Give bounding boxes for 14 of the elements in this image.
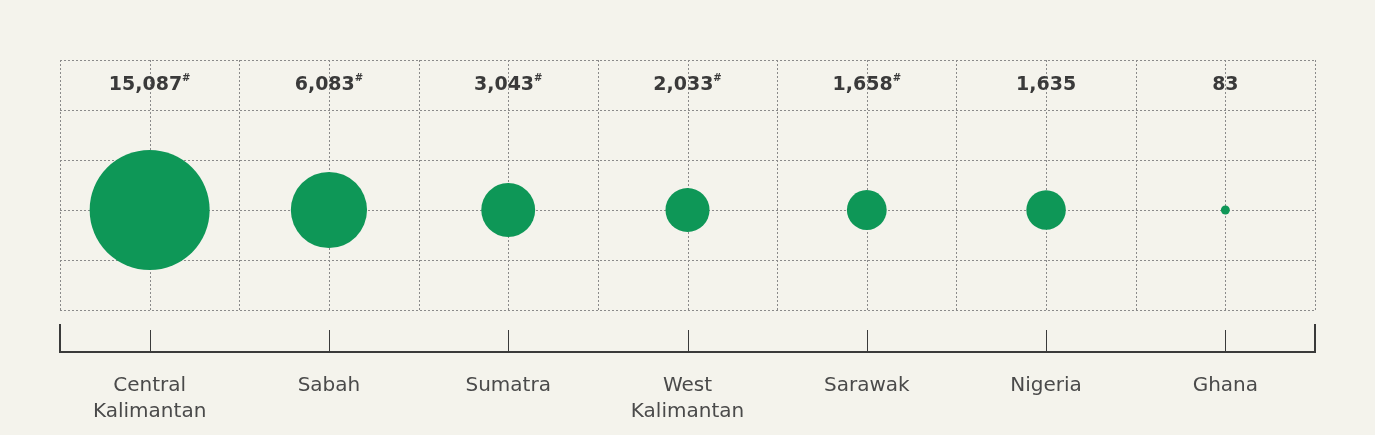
data-label: 83 bbox=[1212, 71, 1239, 94]
data-label: 3,043# bbox=[473, 71, 543, 94]
category-label: Sabah bbox=[297, 372, 361, 397]
data-label: 1,658# bbox=[832, 71, 902, 94]
category-label: Sumatra bbox=[465, 372, 551, 397]
category-label: Sarawak bbox=[823, 372, 911, 397]
category-label: Nigeria bbox=[1010, 372, 1082, 397]
data-label: 6,083# bbox=[294, 71, 364, 94]
category-label: Central Kalimantan bbox=[92, 372, 207, 423]
category-label: West Kalimantan bbox=[630, 372, 745, 423]
data-label: 2,033# bbox=[653, 71, 722, 94]
category-label: Ghana bbox=[1192, 372, 1259, 397]
data-label: 1,635 bbox=[1016, 71, 1077, 94]
data-label: 15,087# bbox=[108, 71, 191, 94]
